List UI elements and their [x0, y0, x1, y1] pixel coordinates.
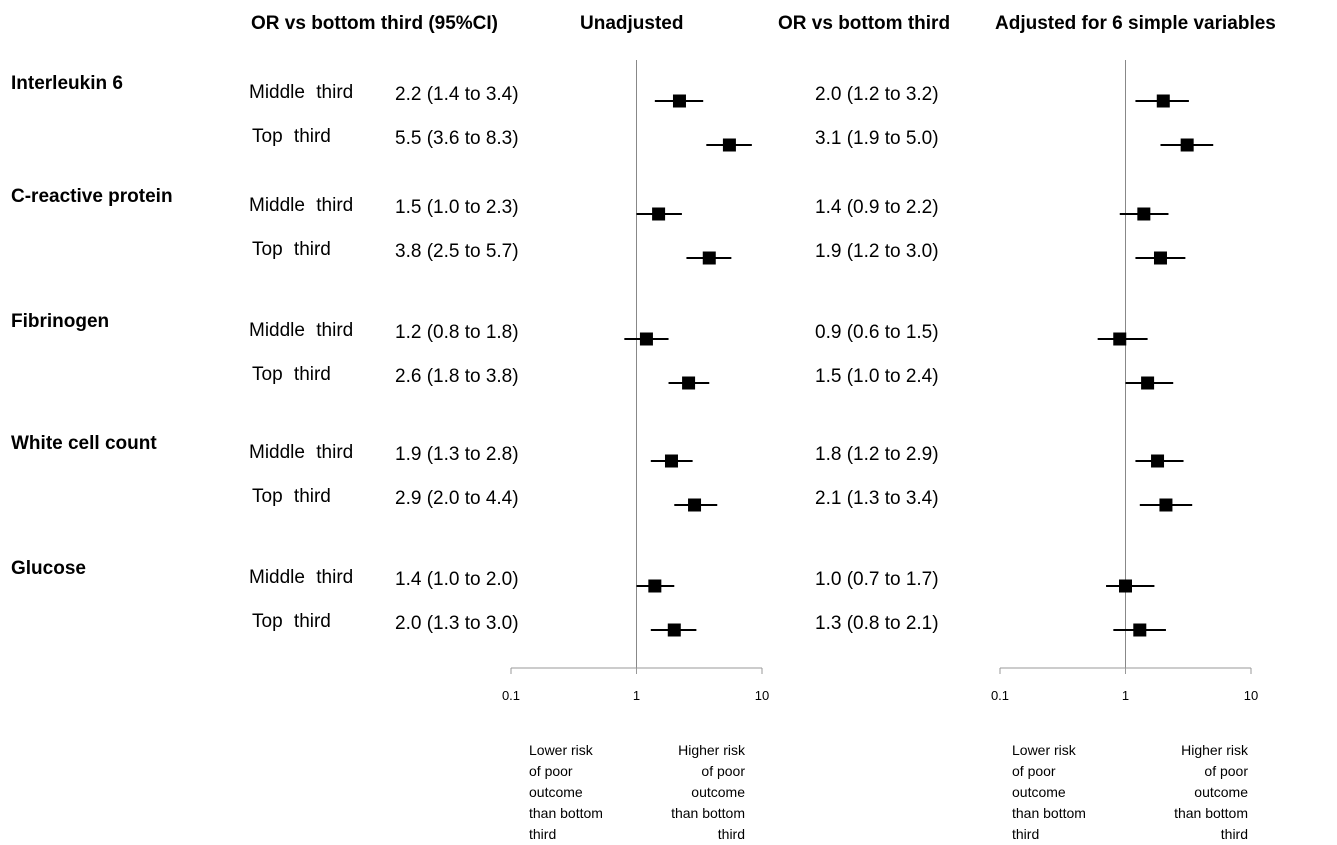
- ci-label: 0.9 (0.6 to 1.5): [815, 322, 939, 343]
- or-point: [652, 207, 666, 221]
- ci-label: 2.2 (1.4 to 3.4): [395, 84, 519, 105]
- ci-label: 2.6 (1.8 to 3.8): [395, 366, 519, 387]
- or-point: [1153, 251, 1167, 265]
- marker-name: Glucose: [11, 558, 86, 579]
- or-point: [1133, 623, 1147, 637]
- header-or-unadjusted: OR vs bottom third (95%CI): [251, 13, 499, 34]
- level-label: Top third: [252, 486, 331, 507]
- header-adjusted: Adjusted for 6 simple variables: [995, 13, 1276, 34]
- ci-label: 3.1 (1.9 to 5.0): [815, 128, 939, 149]
- or-point: [1141, 376, 1155, 390]
- header-unadjusted: Unadjusted: [580, 13, 684, 34]
- or-point: [1151, 454, 1165, 468]
- or-point: [667, 623, 681, 637]
- ci-label: 1.8 (1.2 to 2.9): [815, 444, 939, 465]
- level-label: Top third: [252, 364, 331, 385]
- level-label: Top third: [252, 239, 331, 260]
- x-tick-label: 0.1: [501, 688, 521, 703]
- level-label: Top third: [252, 611, 331, 632]
- axis-note-higher-unadjusted: Higher risk of poor outcome than bottom …: [671, 742, 745, 842]
- level-label: Middle third: [249, 82, 354, 103]
- level-label: Middle third: [249, 320, 354, 341]
- x-tick-label: 1: [1121, 688, 1130, 703]
- or-point: [664, 454, 678, 468]
- axis-note-higher-adjusted: Higher risk of poor outcome than bottom …: [1174, 742, 1248, 842]
- ci-label: 1.0 (0.7 to 1.7): [815, 569, 939, 590]
- or-point: [722, 138, 736, 152]
- axis-note-lower-adjusted: Lower risk of poor outcome than bottom t…: [1012, 742, 1086, 842]
- level-label: Middle third: [249, 195, 354, 216]
- marker-name: White cell count: [11, 433, 157, 454]
- or-point: [1180, 138, 1194, 152]
- marker-name: Fibrinogen: [11, 311, 110, 332]
- ci-label: 2.0 (1.2 to 3.2): [815, 84, 939, 105]
- level-label: Middle third: [249, 567, 354, 588]
- or-point: [1119, 579, 1132, 593]
- ci-label: 1.3 (0.8 to 2.1): [815, 613, 939, 634]
- header-or-adjusted: OR vs bottom third: [778, 13, 951, 34]
- or-point: [648, 579, 662, 593]
- ci-label: 2.1 (1.3 to 3.4): [815, 488, 939, 509]
- ci-label: 5.5 (3.6 to 8.3): [395, 128, 519, 149]
- or-point: [1156, 94, 1170, 108]
- or-point: [702, 251, 716, 265]
- ci-label: 2.0 (1.3 to 3.0): [395, 613, 519, 634]
- ci-label: 1.5 (1.0 to 2.4): [815, 366, 939, 387]
- or-point: [682, 376, 696, 390]
- ci-label: 1.5 (1.0 to 2.3): [395, 197, 519, 218]
- x-tick-label: 10: [754, 688, 770, 703]
- ci-label: 3.8 (2.5 to 5.7): [395, 241, 519, 262]
- ci-label: 1.9 (1.2 to 3.0): [815, 241, 939, 262]
- ci-label: 2.9 (2.0 to 4.4): [395, 488, 519, 509]
- or-point: [1113, 332, 1127, 346]
- level-label: Top third: [252, 126, 331, 147]
- ci-label: 1.9 (1.3 to 2.8): [395, 444, 519, 465]
- x-tick-label: 10: [1243, 688, 1259, 703]
- or-point: [1137, 207, 1151, 221]
- level-label: Middle third: [249, 442, 354, 463]
- x-tick-label: 0.1: [990, 688, 1010, 703]
- ci-label: 1.4 (1.0 to 2.0): [395, 569, 519, 590]
- or-point: [639, 332, 653, 346]
- marker-name: Interleukin 6: [11, 73, 123, 94]
- marker-name: C-reactive protein: [11, 186, 173, 207]
- or-point: [688, 498, 702, 512]
- ci-label: 1.4 (0.9 to 2.2): [815, 197, 939, 218]
- ci-label: 1.2 (0.8 to 1.8): [395, 322, 519, 343]
- x-tick-label: 1: [632, 688, 641, 703]
- or-point: [1159, 498, 1173, 512]
- or-point: [672, 94, 686, 108]
- axis-note-lower-unadjusted: Lower risk of poor outcome than bottom t…: [529, 742, 603, 842]
